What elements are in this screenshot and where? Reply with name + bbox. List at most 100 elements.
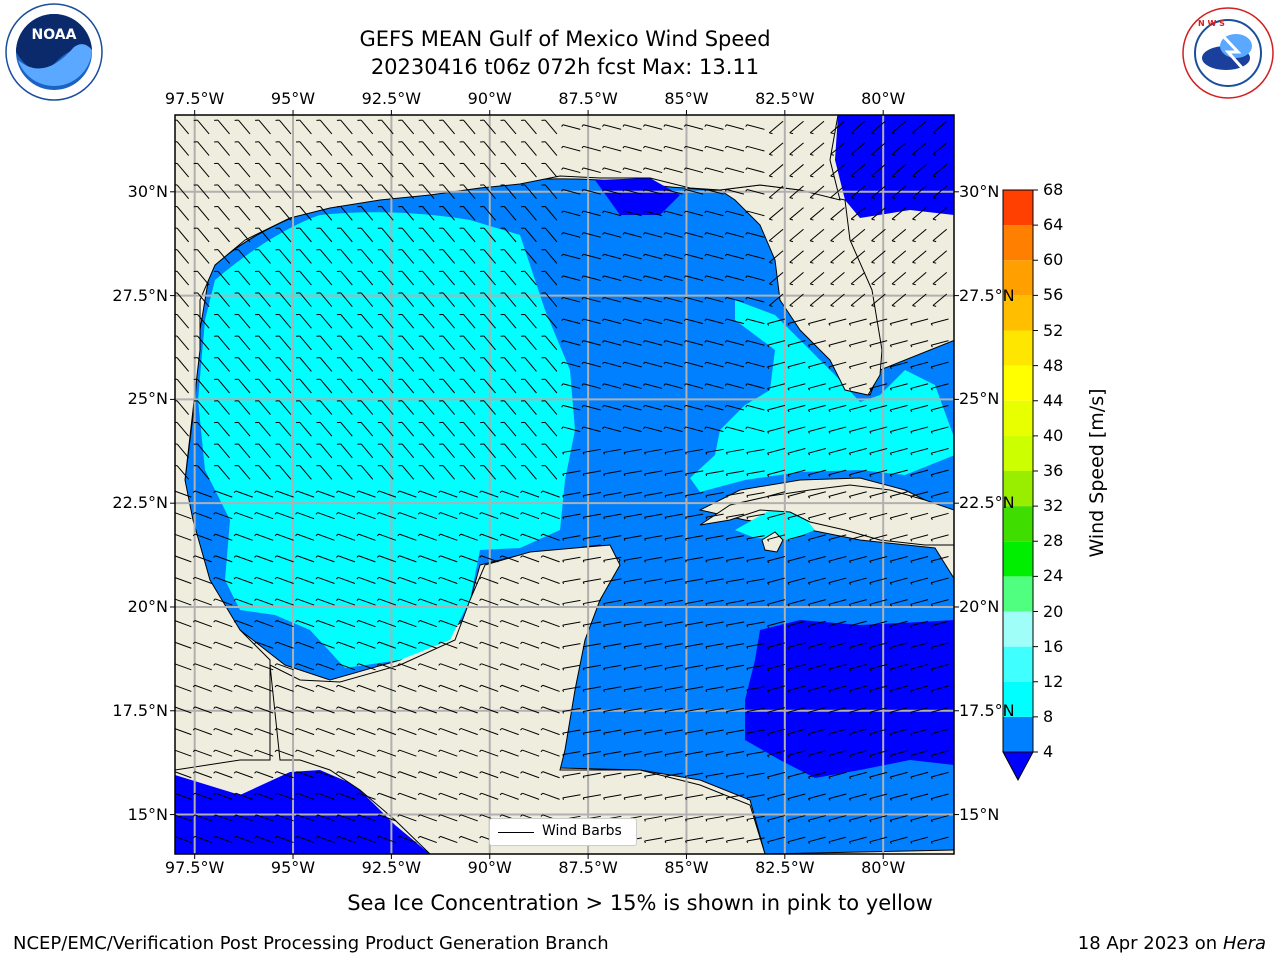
wind-barb (871, 120, 886, 135)
wind-barb (398, 141, 415, 156)
wind-barb (930, 642, 949, 650)
wind-barb (602, 426, 622, 433)
wind-barb (807, 404, 826, 413)
wind-barb (622, 232, 642, 238)
wind-barb (910, 836, 929, 844)
wind-barb (871, 250, 886, 264)
wind-barb (704, 340, 724, 346)
wind-barb (255, 141, 271, 156)
y-tick-label: 27.5°N (959, 285, 1015, 305)
wind-barb (274, 533, 294, 541)
wind-barb (787, 512, 806, 521)
wind-barb (787, 361, 806, 369)
wind-barb (562, 643, 581, 649)
wind-barb (602, 296, 622, 303)
wind-barb (193, 270, 210, 286)
wind-barb (315, 792, 335, 800)
wind-barb (397, 663, 417, 671)
wind-barb (582, 794, 601, 800)
wind-barb (439, 162, 455, 178)
wind-barb (889, 771, 908, 780)
wind-barb (234, 465, 251, 480)
wind-barb (398, 206, 415, 221)
colorbar (1002, 189, 1038, 782)
wind-barb (459, 378, 476, 394)
wind-barb (644, 535, 663, 541)
wind-barb (683, 383, 704, 389)
wind-barb (233, 814, 253, 822)
wind-barb (295, 512, 315, 520)
wind-barb (521, 378, 537, 394)
wind-barb (869, 469, 888, 477)
wind-barb (499, 684, 519, 692)
wind-barb (871, 185, 886, 199)
wind-barb (192, 684, 212, 692)
colorbar-tick-label: 20 (1043, 601, 1064, 621)
wind-barb (746, 513, 765, 520)
wind-barb (357, 335, 374, 351)
wind-barb (357, 249, 374, 264)
wind-barb (644, 448, 663, 455)
wind-barb (848, 642, 867, 650)
wind-barb (807, 728, 826, 736)
wind-barb (336, 443, 353, 459)
wind-barb (725, 772, 745, 779)
wind-barb (233, 555, 253, 563)
wind-barb (316, 357, 333, 372)
wind-barb (274, 555, 294, 563)
wind-barb (438, 749, 458, 757)
wind-barb (869, 556, 888, 564)
wind-barb (459, 335, 476, 351)
wind-barb (356, 814, 376, 822)
wind-barb (623, 643, 642, 649)
wind-barb (848, 771, 867, 780)
wind-barb (848, 448, 867, 456)
wind-barb (830, 293, 845, 307)
wind-barb (807, 707, 826, 715)
wind-barb (295, 184, 312, 200)
x-tick-label: 92.5°W (361, 89, 422, 108)
wind-barb (603, 621, 622, 628)
wind-barb (705, 772, 724, 779)
wind-barb (767, 685, 785, 693)
wind-barb (315, 512, 335, 520)
wind-barb (787, 404, 806, 413)
wind-barb (275, 206, 292, 221)
wind-barb (746, 491, 765, 498)
wind-barb (255, 443, 271, 459)
wind-barb (664, 772, 683, 779)
wind-barb (889, 361, 908, 369)
wind-barb (397, 727, 417, 736)
wind-barb (767, 771, 785, 780)
wind-barb (521, 206, 537, 221)
wind-barb (746, 664, 765, 671)
wind-barb (603, 448, 622, 455)
wind-barb (561, 145, 581, 152)
wind-barb (767, 815, 785, 823)
wind-barb (664, 448, 683, 455)
wind-barb (315, 620, 335, 628)
wind-barb (255, 465, 271, 480)
wind-barb (541, 357, 558, 372)
wind-barb (295, 749, 315, 757)
wind-barb (889, 340, 908, 348)
wind-barb (214, 313, 230, 329)
wind-barb (807, 620, 826, 629)
wind-barb (889, 750, 908, 758)
wind-barb (912, 207, 927, 221)
wind-barb (643, 253, 663, 260)
wind-barb (644, 599, 663, 606)
wind-barb (787, 793, 806, 801)
wind-barb (193, 141, 210, 156)
wind-barb (480, 184, 496, 200)
wind-barb (175, 663, 192, 671)
wind-barb (561, 361, 581, 368)
x-tick-label: 97.5°W (164, 858, 225, 877)
wind-barb (480, 162, 496, 178)
wind-barb (275, 270, 292, 286)
wind-barb (175, 512, 192, 520)
colorbar-tick-label: 4 (1043, 742, 1054, 761)
wind-barb (724, 232, 745, 238)
wind-barb (255, 249, 271, 264)
